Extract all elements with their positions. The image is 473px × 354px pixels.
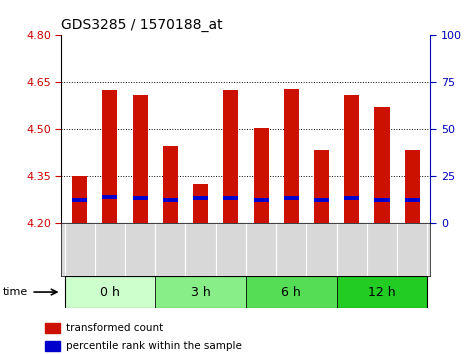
- Bar: [193, 196, 208, 200]
- Bar: [405, 149, 420, 223]
- Bar: [284, 196, 299, 200]
- Bar: [314, 198, 329, 202]
- Bar: [223, 196, 238, 200]
- Text: 0 h: 0 h: [100, 286, 120, 298]
- Bar: [375, 107, 390, 223]
- Bar: [163, 147, 178, 223]
- Bar: [132, 196, 148, 200]
- Bar: [254, 128, 269, 223]
- Bar: [344, 196, 359, 200]
- Text: transformed count: transformed count: [66, 323, 164, 333]
- Bar: [163, 198, 178, 202]
- Bar: [246, 276, 337, 308]
- Bar: [405, 198, 420, 202]
- Text: 3 h: 3 h: [191, 286, 210, 298]
- Bar: [45, 323, 60, 333]
- Bar: [344, 95, 359, 223]
- Text: 12 h: 12 h: [368, 286, 396, 298]
- Bar: [337, 276, 428, 308]
- Bar: [132, 95, 148, 223]
- Text: time: time: [2, 287, 27, 297]
- Bar: [45, 341, 60, 351]
- Bar: [155, 276, 246, 308]
- Text: 6 h: 6 h: [281, 286, 301, 298]
- Bar: [314, 149, 329, 223]
- Text: percentile rank within the sample: percentile rank within the sample: [66, 341, 242, 351]
- Bar: [72, 198, 87, 202]
- Bar: [254, 198, 269, 202]
- Bar: [223, 90, 238, 223]
- Bar: [375, 198, 390, 202]
- Bar: [72, 176, 87, 223]
- Bar: [284, 88, 299, 223]
- Text: GDS3285 / 1570188_at: GDS3285 / 1570188_at: [61, 18, 223, 32]
- Bar: [193, 184, 208, 223]
- Bar: [102, 90, 117, 223]
- Bar: [64, 276, 155, 308]
- Bar: [102, 195, 117, 199]
